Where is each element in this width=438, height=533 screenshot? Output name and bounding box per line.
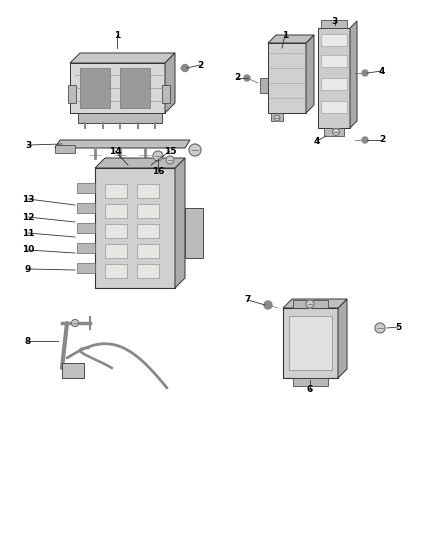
Text: 14: 14 <box>109 147 121 156</box>
Circle shape <box>332 128 339 135</box>
Circle shape <box>153 151 163 161</box>
Text: 4: 4 <box>314 136 320 146</box>
Text: 8: 8 <box>25 336 31 345</box>
FancyBboxPatch shape <box>77 243 95 253</box>
FancyBboxPatch shape <box>137 264 159 278</box>
Polygon shape <box>175 158 185 288</box>
FancyBboxPatch shape <box>137 244 159 258</box>
Text: 3: 3 <box>25 141 31 149</box>
FancyBboxPatch shape <box>293 300 328 308</box>
Circle shape <box>189 144 201 156</box>
Text: 13: 13 <box>22 195 34 204</box>
FancyBboxPatch shape <box>120 68 150 108</box>
Text: 2: 2 <box>197 61 203 69</box>
Text: 16: 16 <box>152 166 164 175</box>
Text: 2: 2 <box>234 74 240 83</box>
Text: 9: 9 <box>25 264 31 273</box>
Text: 5: 5 <box>395 322 401 332</box>
Text: 15: 15 <box>164 147 176 156</box>
FancyBboxPatch shape <box>260 78 268 93</box>
Polygon shape <box>350 21 357 128</box>
Text: 12: 12 <box>22 213 34 222</box>
FancyBboxPatch shape <box>321 20 347 28</box>
FancyBboxPatch shape <box>271 113 283 121</box>
Polygon shape <box>70 53 175 63</box>
Polygon shape <box>306 35 314 113</box>
Text: 11: 11 <box>22 229 34 238</box>
FancyBboxPatch shape <box>289 316 332 370</box>
Text: 1: 1 <box>114 30 120 39</box>
FancyBboxPatch shape <box>321 101 347 113</box>
Polygon shape <box>70 63 165 113</box>
Circle shape <box>181 64 188 71</box>
FancyBboxPatch shape <box>105 224 127 238</box>
FancyBboxPatch shape <box>77 183 95 193</box>
FancyBboxPatch shape <box>137 184 159 198</box>
FancyBboxPatch shape <box>55 145 75 153</box>
Polygon shape <box>165 53 175 113</box>
Text: 1: 1 <box>282 30 288 39</box>
FancyBboxPatch shape <box>77 203 95 213</box>
FancyBboxPatch shape <box>185 208 203 258</box>
Text: 7: 7 <box>245 295 251 304</box>
Text: 3: 3 <box>332 17 338 26</box>
FancyBboxPatch shape <box>62 363 84 378</box>
FancyBboxPatch shape <box>137 204 159 218</box>
Polygon shape <box>78 113 162 123</box>
FancyBboxPatch shape <box>80 68 110 108</box>
FancyBboxPatch shape <box>321 78 347 90</box>
Circle shape <box>362 70 368 76</box>
Polygon shape <box>283 299 347 308</box>
FancyBboxPatch shape <box>321 34 347 46</box>
Text: 2: 2 <box>379 135 385 144</box>
Circle shape <box>375 323 385 333</box>
Circle shape <box>264 301 272 309</box>
FancyBboxPatch shape <box>293 378 328 386</box>
FancyBboxPatch shape <box>105 264 127 278</box>
FancyBboxPatch shape <box>283 308 338 378</box>
Circle shape <box>166 156 174 164</box>
FancyBboxPatch shape <box>137 224 159 238</box>
FancyBboxPatch shape <box>68 85 76 103</box>
FancyBboxPatch shape <box>321 55 347 67</box>
Text: 4: 4 <box>379 67 385 76</box>
Polygon shape <box>55 140 190 148</box>
FancyBboxPatch shape <box>77 263 95 273</box>
FancyBboxPatch shape <box>105 204 127 218</box>
FancyBboxPatch shape <box>105 244 127 258</box>
Circle shape <box>244 75 250 81</box>
Circle shape <box>274 115 280 121</box>
FancyBboxPatch shape <box>318 28 350 128</box>
Text: 6: 6 <box>307 385 313 394</box>
Polygon shape <box>95 158 185 168</box>
FancyBboxPatch shape <box>95 168 175 288</box>
Polygon shape <box>338 299 347 378</box>
FancyBboxPatch shape <box>324 128 344 136</box>
Circle shape <box>362 137 368 143</box>
Text: 10: 10 <box>22 246 34 254</box>
Circle shape <box>306 300 314 308</box>
Polygon shape <box>268 35 314 43</box>
Circle shape <box>71 319 78 327</box>
FancyBboxPatch shape <box>105 184 127 198</box>
FancyBboxPatch shape <box>162 85 170 103</box>
FancyBboxPatch shape <box>77 223 95 233</box>
FancyBboxPatch shape <box>268 43 306 113</box>
